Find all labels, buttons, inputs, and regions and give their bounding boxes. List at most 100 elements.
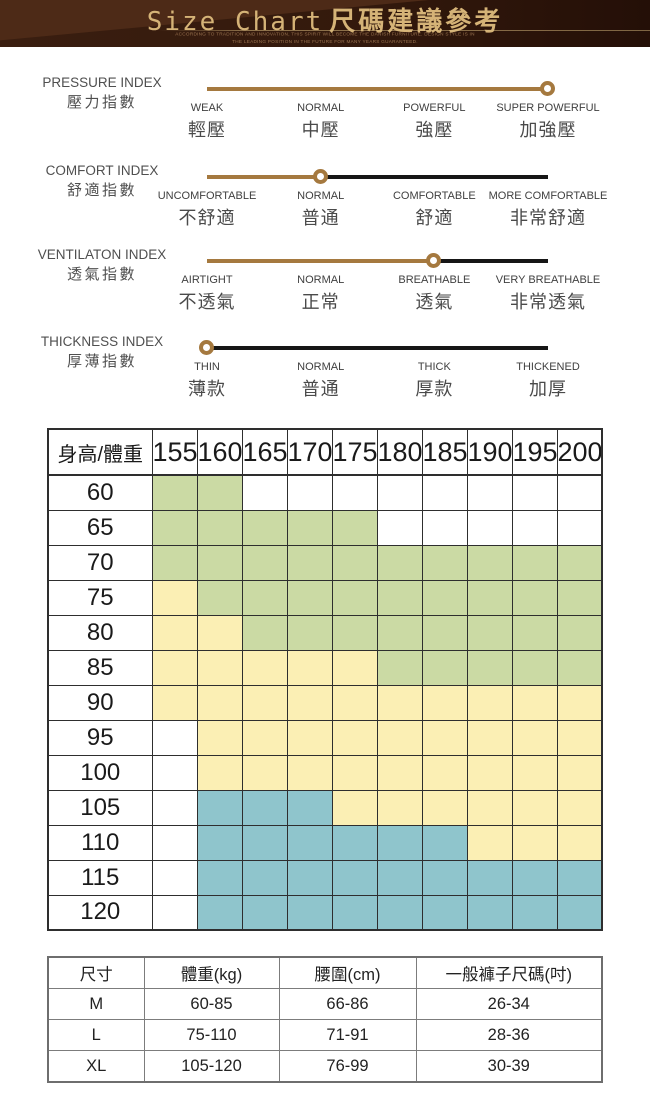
- grid-cell: [241, 649, 288, 686]
- grid-cell: [421, 894, 468, 931]
- grid-cell: [466, 474, 513, 511]
- ref-row: L 75-110 71-91 28-36: [47, 1019, 603, 1051]
- grid-cell: [421, 824, 468, 861]
- scale-level-label-en: UNCOMFORTABLE: [157, 190, 257, 202]
- grid-col-header: 175: [331, 428, 378, 476]
- grid-cell: [511, 824, 558, 861]
- grid-cell: [376, 614, 423, 651]
- scale-segment-active: [207, 175, 321, 179]
- index-block-comfort-index: COMFORT INDEX 舒適指數 UNCOMFORTABLE 不舒適 NORMAL 普…: [0, 154, 650, 242]
- grid-cell: [466, 509, 513, 546]
- grid-cell: [196, 684, 243, 721]
- ref-cell: 66-86: [278, 988, 417, 1020]
- grid-cell: [286, 719, 333, 756]
- grid-col-header: 165: [241, 428, 288, 476]
- grid-cell: [556, 719, 603, 756]
- banner: Size Chart 尺碼建議參考 ACCORDING TO TRADITION …: [0, 0, 650, 47]
- grid-cell: [466, 579, 513, 616]
- scale-level-label-zh: 加強壓: [519, 120, 577, 140]
- grid-row: 115: [47, 859, 603, 896]
- grid-cell: [466, 824, 513, 861]
- grid-cell: [556, 614, 603, 651]
- ref-row: M 60-85 66-86 26-34: [47, 988, 603, 1020]
- index-block-thickness-index: THICKNESS INDEX 厚薄指數 THIN 薄款 NORMAL 普通 THICK 厚款…: [0, 325, 650, 413]
- grid-cell: [151, 474, 198, 511]
- scale-level-label-zh: 不透氣: [178, 292, 236, 312]
- scale-segment-active: [207, 259, 435, 263]
- grid-cell: [196, 649, 243, 686]
- ref-cell: 30-39: [415, 1050, 603, 1083]
- scale-segment-rest: [320, 175, 548, 179]
- grid-cell: [421, 789, 468, 826]
- index-scale-line: [207, 346, 548, 350]
- grid-cell: [196, 719, 243, 756]
- grid-cell: [511, 509, 558, 546]
- grid-cell: [511, 474, 558, 511]
- grid-cell: [151, 754, 198, 791]
- grid-cell: [511, 684, 558, 721]
- grid-cell: [196, 859, 243, 896]
- ref-cell: 28-36: [415, 1019, 603, 1051]
- grid-cell: [241, 859, 288, 896]
- grid-row: 65: [47, 509, 603, 546]
- grid-cell: [286, 509, 333, 546]
- scale-level-label-en: MORE COMFORTABLE: [488, 190, 608, 202]
- scale-segment-rest: [207, 346, 548, 350]
- grid-cell: [241, 754, 288, 791]
- grid-row: 75: [47, 579, 603, 616]
- grid-cell: [556, 649, 603, 686]
- grid-row: 95: [47, 719, 603, 756]
- scale-level-label-zh: 普通: [301, 208, 340, 228]
- grid-row: 120: [47, 894, 603, 931]
- scale-level-label-zh: 正常: [301, 292, 340, 312]
- grid-row-label: 65: [47, 509, 153, 546]
- grid-cell: [376, 859, 423, 896]
- grid-row-label: 115: [47, 859, 153, 896]
- grid-cell: [241, 614, 288, 651]
- grid-cell: [196, 474, 243, 511]
- index-block-pressure-index: PRESSURE INDEX 壓力指數 WEAK 輕壓 NORMAL 中壓 POWERFUL…: [0, 66, 650, 154]
- ref-cell: XL: [47, 1050, 145, 1083]
- grid-cell: [511, 789, 558, 826]
- grid-cell: [466, 544, 513, 581]
- grid-cell: [286, 824, 333, 861]
- banner-tagline: ACCORDING TO TRADITION AND INNOVATION, T…: [156, 31, 494, 45]
- grid-cell: [556, 789, 603, 826]
- scale-level-label-en: VERY BREATHABLE: [495, 274, 601, 286]
- grid-cell: [331, 894, 378, 931]
- grid-cell: [241, 684, 288, 721]
- grid-cell: [196, 509, 243, 546]
- index-title-en: THICKNESS INDEX: [40, 334, 164, 349]
- grid-cell: [466, 789, 513, 826]
- grid-cell: [196, 614, 243, 651]
- scale-level-label-en: NORMAL: [297, 102, 345, 114]
- grid-cell: [466, 859, 513, 896]
- size-reference-table: 尺寸 體重(kg) 腰圍(cm) 一般褲子尺碼(吋) M 60-85 66-86 26-34 L…: [47, 956, 603, 1083]
- grid-cell: [151, 824, 198, 861]
- scale-level-label-zh: 非常透氣: [510, 292, 586, 312]
- ref-col-header: 體重(kg): [143, 956, 280, 989]
- scale-level-label-en: NORMAL: [297, 190, 345, 202]
- index-title: PRESSURE INDEX 壓力指數: [28, 75, 176, 112]
- grid-cell: [286, 544, 333, 581]
- grid-cell: [556, 894, 603, 931]
- grid-cell: [466, 894, 513, 931]
- grid-cell: [421, 649, 468, 686]
- index-title: THICKNESS INDEX 厚薄指數: [28, 334, 176, 371]
- grid-cell: [421, 684, 468, 721]
- grid-row: 110: [47, 824, 603, 861]
- grid-cell: [196, 754, 243, 791]
- scale-level-label-zh: 透氣: [415, 292, 454, 312]
- grid-cell: [466, 649, 513, 686]
- scale-marker-dot: [540, 81, 555, 96]
- scale-level-label-en: THICKENED: [516, 361, 580, 373]
- grid-header-row: 身高/體重 155 160 165 170 175 180 185 190 195 200: [47, 428, 603, 476]
- grid-cell: [151, 614, 198, 651]
- grid-cell: [511, 719, 558, 756]
- grid-cell: [511, 579, 558, 616]
- grid-cell: [556, 579, 603, 616]
- scale-level-label-zh: 強壓: [415, 120, 454, 140]
- grid-cell: [286, 859, 333, 896]
- scale-level-label-zh: 中壓: [301, 120, 340, 140]
